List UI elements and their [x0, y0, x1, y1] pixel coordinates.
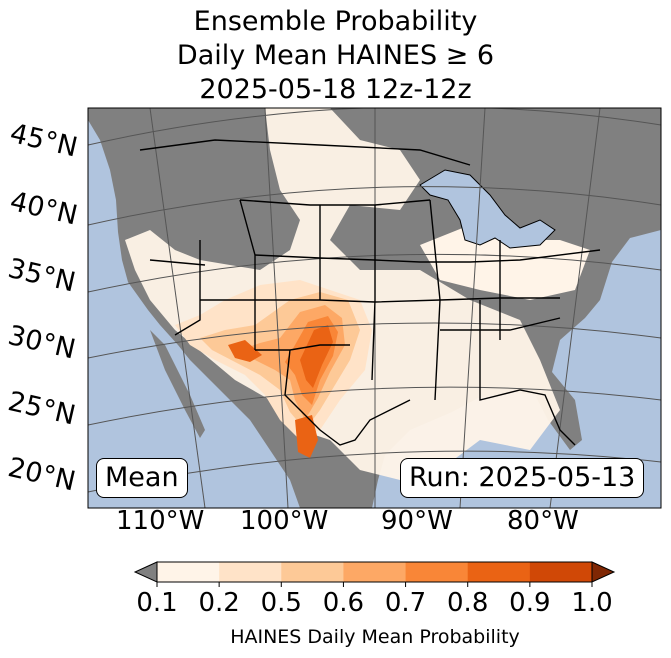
colorbar-segment — [529, 562, 593, 582]
run-date-label: Run: 2025-05-13 — [400, 458, 645, 498]
colorbar-tick-label: 0.9 — [509, 588, 551, 618]
prob-zone-02 — [420, 225, 590, 300]
colorbar-segment — [405, 562, 469, 582]
prob-zone-08 — [295, 415, 318, 458]
great-lakes — [419, 169, 556, 249]
colorbar-segment — [219, 562, 282, 582]
colorbar-over-arrow — [591, 561, 616, 583]
lon-label-110: 110°W — [116, 506, 205, 536]
colorbar-frame — [156, 561, 593, 583]
title-line-2: Daily Mean HAINES ≥ 6 — [176, 40, 495, 71]
colorbar-segment — [157, 562, 220, 582]
title-line-3: 2025-05-18 12z-12z — [199, 74, 472, 105]
graticule — [88, 108, 661, 508]
colorbar-tick-label: 0.1 — [136, 588, 178, 618]
lon-label-80: 80°W — [507, 506, 579, 536]
mean-label: Mean — [96, 458, 188, 498]
title-line-1: Ensemble Probability — [193, 6, 478, 37]
colorbar-tick-label: 0.8 — [447, 588, 489, 618]
colorbar-segment — [343, 562, 407, 582]
colorbar-segment — [467, 562, 531, 582]
colorbar-under-arrow — [133, 561, 158, 583]
lon-label-90: 90°W — [381, 506, 453, 536]
colorbar-tick-label: 0.2 — [198, 588, 240, 618]
prob-zone-07 — [300, 325, 333, 388]
colorbar-tick-label: 1.0 — [571, 588, 613, 618]
state-borders — [139, 139, 601, 446]
colorbar-title: HAINES Daily Mean Probability — [230, 626, 520, 648]
colorbar-tick-label: 0.6 — [322, 588, 365, 618]
colorbar-tick-label: 0.7 — [384, 588, 427, 618]
prob-zone-09 — [228, 340, 262, 362]
lon-label-100: 100°W — [240, 506, 329, 536]
colorbar-segment — [281, 562, 344, 582]
map-frame — [87, 107, 662, 509]
colorbar — [133, 561, 616, 587]
colorbar-tick-label: 0.5 — [260, 588, 302, 618]
